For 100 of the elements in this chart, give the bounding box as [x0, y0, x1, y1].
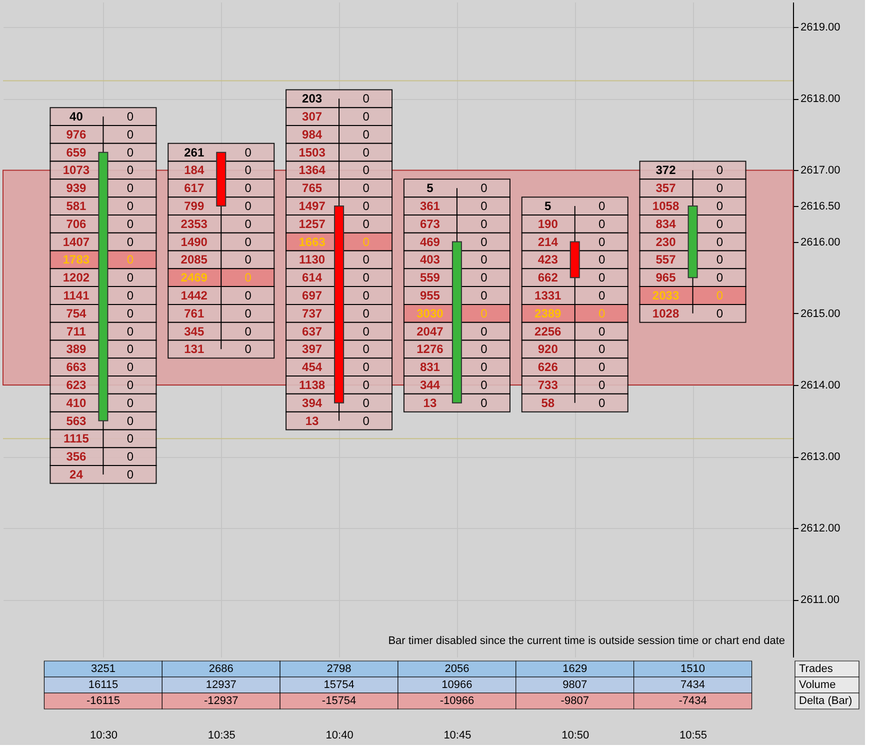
annotation: 0: [244, 270, 252, 285]
annotation: 0: [716, 288, 724, 302]
annotation: 1490: [180, 234, 208, 249]
annotation: 24: [70, 467, 84, 482]
annotation: 799: [184, 199, 204, 214]
text: 10966: [442, 679, 472, 691]
annotation: 0: [480, 342, 488, 356]
x-tick-label: 10:40: [326, 730, 354, 742]
annotation: 0: [362, 163, 370, 178]
annotation: 662: [538, 270, 558, 285]
annotation: 40: [70, 110, 84, 124]
annotation: 0: [362, 360, 370, 374]
y-tick-label: 2615.00: [800, 308, 840, 320]
annotation: 0: [126, 199, 134, 214]
annotation: 0: [126, 252, 134, 267]
annotation: 0: [126, 342, 134, 356]
text: 15754: [324, 679, 354, 691]
annotation: 663: [66, 360, 87, 374]
annotation: 0: [244, 234, 252, 249]
annotation: 0: [480, 181, 488, 196]
annotation: 0: [126, 288, 134, 302]
annotation: 13: [423, 396, 437, 410]
annotation: 0: [244, 252, 252, 267]
annotation: 761: [184, 306, 204, 320]
annotation: 0: [362, 288, 370, 302]
annotation: 1497: [298, 199, 326, 214]
annotation: 0: [598, 252, 606, 267]
annotation: 0: [716, 252, 724, 267]
annotation: 0: [716, 234, 724, 249]
annotation: 1115: [64, 432, 90, 446]
annotation: 1130: [299, 252, 326, 267]
annotation: 344: [420, 378, 440, 392]
annotation: 2469: [180, 270, 208, 285]
annotation: 0: [480, 378, 488, 392]
annotation: 0: [126, 110, 134, 124]
annotation: 5: [544, 199, 552, 214]
annotation: 0: [244, 324, 252, 338]
annotation: 711: [66, 324, 86, 338]
annotation: 2389: [534, 306, 562, 320]
annotation: 617: [184, 181, 204, 196]
annotation: 0: [716, 199, 724, 214]
annotation: 0: [598, 342, 606, 356]
annotation: 626: [538, 360, 558, 374]
annotation: 0: [126, 181, 134, 196]
annotation: 3030: [416, 306, 444, 320]
annotation: 0: [126, 270, 134, 285]
annotation: 1202: [62, 270, 90, 285]
annotation: 0: [362, 252, 370, 267]
annotation: 984: [302, 127, 322, 142]
annotation: 831: [420, 360, 440, 374]
annotation: 834: [656, 216, 676, 231]
annotation: 1331: [534, 288, 562, 302]
annotation: 0: [126, 360, 134, 374]
annotation: 1141: [63, 288, 90, 302]
x-tick-label: 10:45: [444, 730, 472, 742]
annotation: 0: [480, 234, 488, 249]
x-tick-label: 10:35: [208, 730, 236, 742]
annotation: 0: [244, 145, 252, 160]
annotation: 0: [244, 199, 252, 214]
annotation: 361: [420, 199, 440, 214]
annotation: 0: [362, 110, 370, 124]
y-tick-label: 2619.00: [800, 22, 840, 34]
annotation: 0: [598, 288, 606, 302]
annotation: 0: [480, 270, 488, 285]
annotation: 0: [126, 396, 134, 410]
y-tick-label: 2613.00: [800, 451, 840, 464]
annotation: 0: [716, 181, 724, 196]
annotation: 0: [362, 199, 370, 214]
y-tick-label: 2618.00: [800, 93, 840, 106]
annotation: 939: [66, 181, 87, 196]
annotation: 397: [302, 342, 322, 356]
text: -9807: [560, 695, 589, 707]
annotation: 0: [480, 288, 488, 302]
annotation: 0: [362, 414, 370, 428]
annotation: 0: [362, 92, 370, 106]
x-tick-label: 10:50: [562, 730, 590, 742]
annotation: 0: [244, 216, 252, 231]
annotation: 0: [598, 234, 606, 249]
annotation: 0: [244, 181, 252, 196]
text: 2686: [208, 663, 234, 675]
annotation: 1407: [62, 234, 90, 249]
text: Volume: [799, 679, 836, 691]
annotation: 697: [302, 288, 322, 302]
annotation: 0: [362, 145, 370, 160]
text: 7434: [680, 679, 706, 691]
annotation: 454: [302, 360, 322, 374]
annotation: 389: [66, 342, 87, 356]
annotation: 1503: [298, 145, 326, 160]
annotation: 307: [302, 110, 322, 124]
annotation: 0: [126, 450, 134, 464]
annotation: 230: [656, 234, 676, 249]
annotation: 737: [302, 306, 322, 320]
text: 2056: [444, 663, 470, 675]
y-tick-label: 2617.00: [800, 164, 840, 177]
annotation: 0: [716, 270, 724, 285]
annotation: 559: [420, 270, 440, 285]
annotation: 1058: [652, 199, 680, 214]
annotation: 214: [538, 234, 558, 249]
text: -15754: [322, 695, 356, 707]
annotation: 0: [362, 270, 370, 285]
